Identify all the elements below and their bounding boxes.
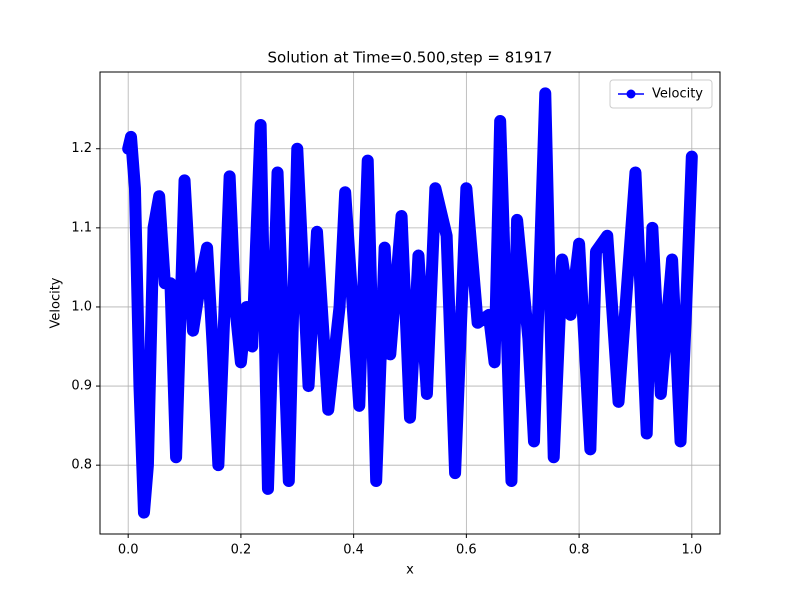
legend-label: Velocity (652, 87, 703, 102)
legend-marker (626, 89, 636, 99)
x-tick-label: 0.8 (569, 543, 590, 558)
plot-frame (99, 71, 721, 535)
data-line (122, 87, 698, 519)
x-tick-label: 0.0 (118, 543, 139, 558)
y-tick-label: 0.8 (71, 458, 92, 473)
y-axis-label: Velocity (49, 277, 64, 328)
legend-box (609, 79, 713, 109)
x-axis-label: x (406, 563, 414, 578)
y-tick-label: 0.9 (71, 379, 92, 394)
x-tick-label: 0.2 (231, 543, 252, 558)
x-tick-label: 1.0 (681, 543, 702, 558)
y-tick-label: 1.2 (71, 141, 92, 156)
y-tick-label: 1.0 (71, 299, 92, 314)
x-tick-label: 0.6 (456, 543, 477, 558)
y-tick-label: 1.1 (71, 220, 92, 235)
x-tick-label: 0.4 (343, 543, 364, 558)
chart-title: Solution at Time=0.500,step = 81917 (268, 49, 553, 67)
